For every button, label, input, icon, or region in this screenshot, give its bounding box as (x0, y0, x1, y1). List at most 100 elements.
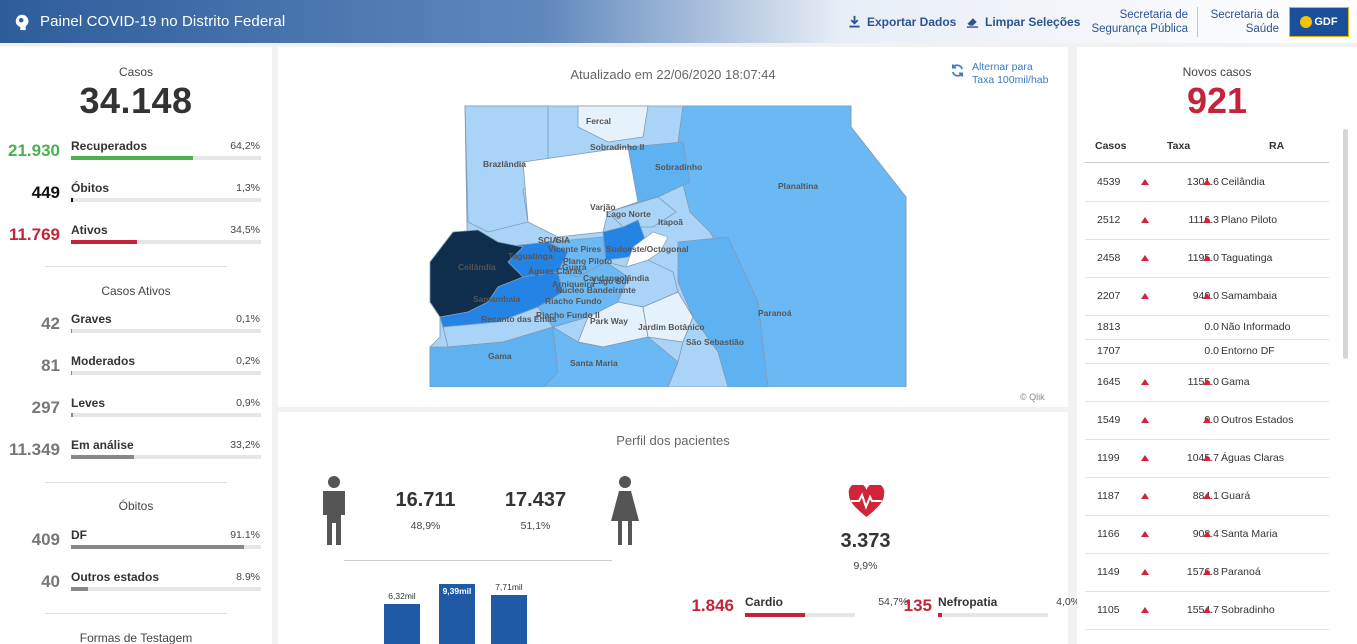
trend-up-icon (1141, 379, 1149, 385)
age-bar[interactable]: 9,39mil (439, 584, 475, 644)
cell-ra: Sobradinho (1221, 604, 1275, 616)
age-bar[interactable] (491, 595, 527, 644)
stat-row[interactable]: 21.930 Recuperados 64,2% (0, 139, 270, 169)
cell-casos: 1645 (1097, 376, 1121, 388)
map-region-brazlandia[interactable] (464, 105, 549, 233)
map-label: Riacho Fundo (545, 296, 602, 306)
new-cases-total: 921 (1186, 80, 1248, 121)
stat-row[interactable]: 81 Moderados 0,2% (0, 354, 270, 384)
table-scrollbar[interactable] (1343, 129, 1348, 359)
gender-divider (344, 560, 612, 561)
stat-label: Em análise (71, 438, 134, 452)
active-cases-title: Casos Ativos (101, 284, 171, 298)
cell-casos: 1199 (1097, 452, 1120, 464)
qlik-credit: © Qlik (1020, 392, 1045, 402)
stat-row[interactable]: 409 DF 91.1% (0, 528, 270, 558)
trend-up-icon (1203, 293, 1211, 299)
stat-row[interactable]: 449 Óbitos 1,3% (0, 181, 270, 211)
map-region-lago-norte[interactable] (607, 196, 677, 228)
stat-row[interactable]: 11.769 Ativos 34,5% (0, 223, 270, 253)
col-header-ra[interactable]: RA (1269, 140, 1285, 152)
table-row[interactable]: 1166 908.4 Santa Maria (1085, 516, 1329, 554)
female-pct: 51,1% (520, 520, 551, 532)
stat-row[interactable]: 11.349 Em análise 33,2% (0, 438, 270, 468)
ra-choropleth-map[interactable]: Fercal Sobradinho II Brazlândia Sobradinho P… (428, 102, 908, 387)
deaths-title: Óbitos (118, 499, 154, 513)
health-secretariat-link[interactable]: Secretaria da Saúde (1206, 0, 1279, 43)
section-divider (45, 482, 227, 483)
age-bar[interactable] (384, 604, 420, 644)
map-label: Recanto das Emas (481, 314, 557, 324)
table-row[interactable]: 1187 884.1 Guará (1085, 478, 1329, 516)
map-region-santa-maria[interactable] (542, 326, 679, 387)
export-data-button[interactable]: Exportar Dados (848, 0, 956, 43)
summary-panel: Casos 34.148 21.930 Recuperados 64,2% 449 Ób… (0, 47, 272, 644)
clear-selections-button[interactable]: Limpar Seleções (966, 0, 1080, 43)
cell-casos: 2512 (1097, 214, 1121, 226)
map-label: Park Way (590, 316, 628, 326)
trend-up-icon (1203, 607, 1211, 613)
table-row[interactable]: 1813 0.0 Não Informado (1085, 316, 1329, 340)
stat-row[interactable]: 40 Outros estados 8.9% (0, 570, 270, 600)
stat-row[interactable]: 42 Graves 0,1% (0, 312, 270, 342)
map-label: Samambaia (473, 294, 521, 304)
female-figure-icon (611, 476, 639, 545)
header-separator (1197, 6, 1198, 37)
updated-timestamp: Atualizado em 22/06/2020 18:07:44 (570, 67, 776, 82)
cell-casos: 2458 (1097, 252, 1121, 264)
col-header-taxa[interactable]: Taxa (1167, 140, 1191, 152)
cell-ra: Taguatinga (1221, 252, 1273, 264)
table-row[interactable]: 1645 1155.0 Gama (1085, 364, 1329, 402)
col-header-casos[interactable]: Casos (1095, 140, 1127, 152)
table-row[interactable]: 4539 1301.6 Ceilândia (1085, 164, 1329, 202)
stat-bar-fill (71, 198, 73, 202)
stat-bar-fill (71, 413, 73, 417)
security-secretariat-link[interactable]: Secretaria de Segurança Pública (1088, 0, 1188, 43)
cell-taxa: 0.0 (1204, 321, 1219, 333)
trend-up-icon (1141, 455, 1149, 461)
trend-up-icon (1141, 493, 1149, 499)
table-header-line (1085, 162, 1329, 163)
health-link-line2: Saúde (1245, 22, 1279, 35)
table-row[interactable]: 1199 1045.7 Águas Claras (1085, 440, 1329, 478)
map-label: Guará (562, 262, 587, 272)
toggle-line1: Alternar para (972, 61, 1033, 73)
stat-bar (71, 329, 261, 333)
comorbidity-label: Nefropatia (938, 595, 998, 609)
comorbidity-label: Cardio (745, 595, 784, 609)
map-label: Sobradinho (655, 162, 702, 172)
map-label: Águas Claras (528, 266, 583, 276)
cell-casos: 1166 (1097, 528, 1120, 540)
download-icon (849, 15, 860, 28)
map-region-fercal[interactable] (577, 105, 649, 143)
table-row[interactable]: 1707 0.0 Entorno DF (1085, 340, 1329, 364)
table-row[interactable]: 1549 0.0 Outros Estados (1085, 402, 1329, 440)
age-bar-label: 6,32mil (388, 591, 416, 601)
table-row[interactable]: 1149 1576.8 Paranoá (1085, 554, 1329, 592)
stat-row[interactable]: 297 Leves 0,9% (0, 396, 270, 426)
gdf-logo: GDF (1289, 7, 1349, 37)
map-label: Vicente Pires (548, 244, 602, 254)
stat-pct: 0,1% (236, 313, 260, 325)
new-cases-panel: Novos casos 921 Casos Taxa RA 4539 1301.6… (1077, 47, 1357, 644)
cell-ra: Guará (1221, 490, 1251, 502)
security-link-line1: Secretaria de (1119, 8, 1188, 21)
map-region-paranoa[interactable] (677, 236, 769, 387)
stat-bar (71, 545, 261, 549)
cell-ra: Gama (1221, 376, 1250, 388)
gdf-logo-text: GDF (1314, 16, 1338, 28)
female-count: 17.437 (504, 489, 567, 511)
map-region-sobradinho[interactable] (627, 141, 691, 203)
table-row[interactable]: 2207 940.0 Samambaia (1085, 278, 1329, 316)
trend-up-icon (1141, 179, 1149, 185)
table-row[interactable]: 2458 1195.0 Taguatinga (1085, 240, 1329, 278)
table-row[interactable]: 2512 1116.3 Plano Piloto (1085, 202, 1329, 240)
stat-value: 42 (41, 314, 60, 333)
stat-bar-fill (71, 329, 72, 333)
toggle-rate-button[interactable]: Alternar para Taxa 100mil/hab (950, 61, 1048, 87)
comorbidity-bar-fill (938, 613, 942, 617)
stat-bar (71, 587, 261, 591)
table-row[interactable]: 1105 1554.7 Sobradinho (1085, 592, 1329, 630)
trend-up-icon (1141, 417, 1149, 423)
testing-title: Formas de Testagem (79, 631, 193, 644)
